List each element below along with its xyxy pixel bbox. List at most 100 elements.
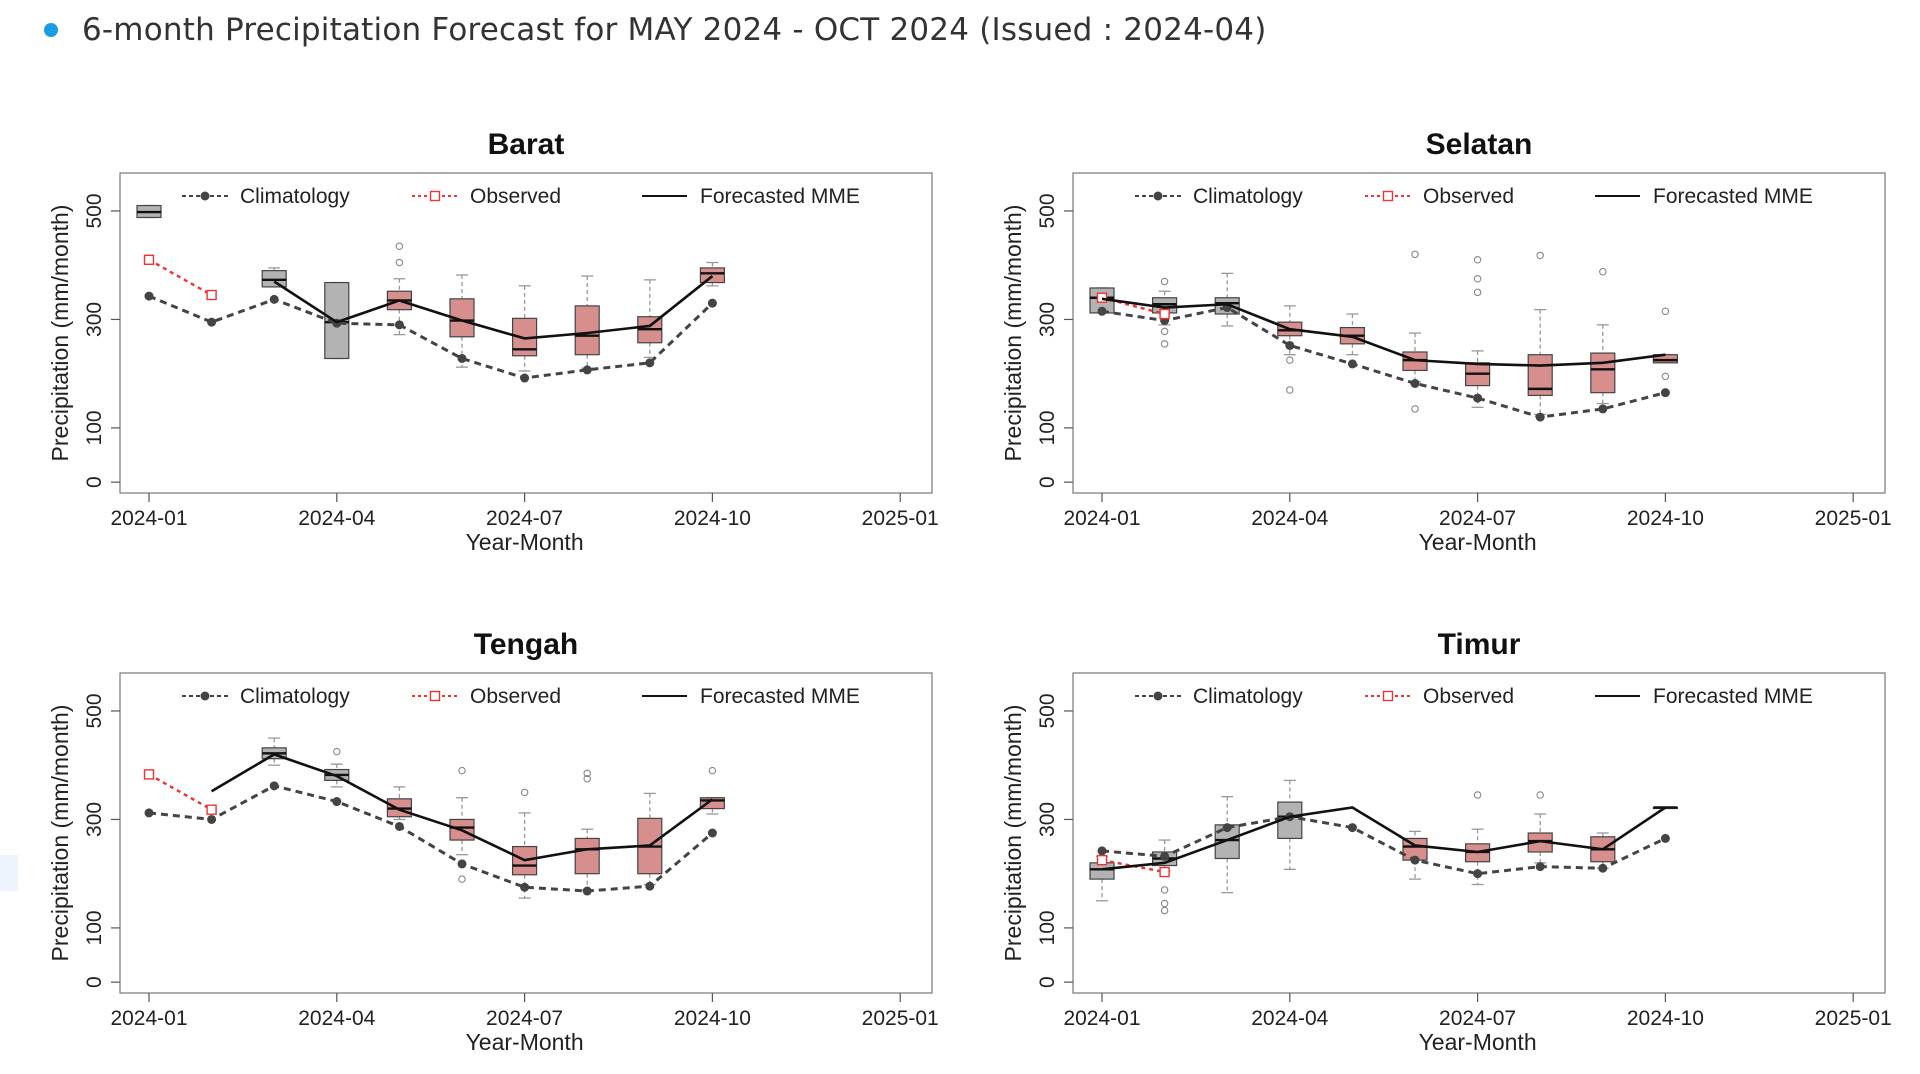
chart-title: Timur bbox=[1438, 628, 1521, 661]
climatology-point bbox=[1535, 862, 1545, 872]
box-2024-03 bbox=[261, 737, 287, 766]
observed-point bbox=[206, 804, 217, 815]
climatology-point bbox=[457, 353, 467, 363]
y-axis-label: Precipitation (mm/month) bbox=[47, 705, 73, 962]
box-2024-07 bbox=[511, 788, 538, 899]
y-axis-label: Precipitation (mm/month) bbox=[1000, 705, 1026, 962]
box-outlier bbox=[708, 766, 717, 775]
legend-observed-marker bbox=[1382, 690, 1394, 702]
box-2024-06 bbox=[1402, 250, 1428, 413]
climatology-point bbox=[1473, 869, 1483, 879]
climatology-point bbox=[1660, 388, 1670, 398]
climatology-point bbox=[520, 373, 530, 383]
observed-line bbox=[148, 773, 213, 811]
legend-climatology-label: Climatology bbox=[240, 185, 350, 208]
y-tick-label: 100 bbox=[83, 410, 106, 445]
box-2024-09 bbox=[637, 279, 663, 359]
x-tick-label: 2024-10 bbox=[674, 1007, 751, 1030]
box-2024-07 bbox=[1464, 256, 1491, 408]
box-outlier bbox=[1160, 277, 1169, 286]
legend-observed-marker bbox=[429, 190, 441, 202]
box-2024-01 bbox=[136, 204, 162, 219]
climatology-point bbox=[1160, 851, 1170, 861]
plot-frame bbox=[1072, 172, 1886, 494]
chart-title: Tengah bbox=[474, 628, 578, 661]
climatology-line bbox=[1101, 815, 1667, 876]
box-outlier bbox=[395, 258, 404, 267]
bullet-icon bbox=[44, 23, 58, 37]
x-tick-label: 2024-10 bbox=[1627, 1007, 1704, 1030]
box-outlier bbox=[1473, 256, 1482, 264]
climatology-point bbox=[269, 294, 279, 304]
observed-point bbox=[1159, 866, 1170, 878]
observed-point bbox=[143, 254, 155, 265]
box-outlier bbox=[1160, 327, 1169, 336]
forecast-mme-line bbox=[273, 275, 714, 340]
legend-observed-label: Observed bbox=[1423, 685, 1514, 708]
x-tick-label: 2024-04 bbox=[298, 507, 375, 530]
climatology-point bbox=[707, 298, 717, 308]
x-axis-label: Year-Month bbox=[1419, 1029, 1537, 1055]
legend-climatology-label: Climatology bbox=[240, 685, 350, 708]
box-body bbox=[574, 837, 600, 875]
y-tick-label: 500 bbox=[83, 193, 106, 228]
legend-climatology-marker bbox=[200, 691, 210, 701]
y-tick-label: 300 bbox=[1036, 802, 1059, 837]
box-outlier bbox=[1160, 340, 1169, 348]
legend-observed-label: Observed bbox=[1423, 185, 1514, 208]
observed-line bbox=[1101, 858, 1165, 874]
observed-line bbox=[148, 258, 213, 297]
chart-panel-selatan: Selatan 0 100 300 500 Precipitation (mm/month… bbox=[1000, 128, 1892, 555]
climatology-point bbox=[1285, 340, 1295, 350]
plot-frame bbox=[1072, 672, 1886, 994]
climatology-point bbox=[1410, 378, 1420, 388]
y-tick-label: 100 bbox=[1036, 410, 1059, 445]
climatology-point bbox=[144, 291, 154, 301]
climatology-point bbox=[1097, 306, 1107, 316]
x-axis-label: Year-Month bbox=[1419, 529, 1537, 555]
x-tick-label: 2025-01 bbox=[1815, 1007, 1892, 1030]
x-tick-label: 2024-10 bbox=[674, 507, 751, 530]
climatology-point bbox=[457, 859, 467, 869]
observed-point bbox=[143, 769, 155, 780]
legend-climatology-label: Climatology bbox=[1193, 185, 1303, 208]
climatology-point bbox=[1347, 823, 1357, 833]
x-tick-label: 2024-01 bbox=[110, 1007, 187, 1030]
climatology-point bbox=[1473, 393, 1483, 403]
box-outlier bbox=[1473, 288, 1482, 297]
y-tick-label: 300 bbox=[1036, 302, 1059, 337]
climatology-point bbox=[1097, 846, 1107, 856]
climatology-point bbox=[269, 781, 279, 791]
y-axis-label: Precipitation (mm/month) bbox=[47, 205, 73, 462]
x-tick-label: 2024-04 bbox=[298, 1007, 375, 1030]
box-outlier bbox=[395, 242, 404, 250]
box-2024-07 bbox=[511, 285, 538, 372]
climatology-line bbox=[148, 784, 714, 893]
chart-panel-tengah: Tengah 0 100 300 500 Precipitation (mm/month)… bbox=[47, 628, 939, 1055]
climatology-point bbox=[1535, 412, 1545, 422]
page-title: 6-month Precipitation Forecast for MAY 2… bbox=[82, 12, 1267, 48]
chart-title: Selatan bbox=[1426, 128, 1533, 161]
plot-frame bbox=[119, 172, 933, 494]
x-tick-label: 2024-04 bbox=[1251, 1007, 1328, 1030]
legend-climatology-marker bbox=[200, 191, 210, 201]
climatology-point bbox=[1222, 823, 1232, 833]
x-tick-label: 2024-01 bbox=[1063, 507, 1140, 530]
box-outlier bbox=[1661, 307, 1670, 316]
side-scroll-marker bbox=[0, 855, 18, 891]
box-outlier bbox=[583, 769, 591, 778]
forecast-mme-line bbox=[210, 752, 714, 862]
x-tick-label: 2024-01 bbox=[110, 507, 187, 530]
x-tick-label: 2025-01 bbox=[1815, 507, 1892, 530]
observed-point bbox=[1096, 292, 1108, 303]
climatology-point bbox=[645, 358, 655, 368]
box-body bbox=[1590, 352, 1616, 394]
chart-panel-barat: Barat 0 100 300 500 Precipitation (mm/month) 2… bbox=[47, 128, 939, 555]
y-tick-label: 0 bbox=[83, 476, 106, 488]
box-2024-08 bbox=[574, 275, 600, 369]
y-tick-label: 300 bbox=[83, 302, 106, 337]
y-tick-label: 100 bbox=[1036, 910, 1059, 945]
x-tick-label: 2024-07 bbox=[486, 1007, 563, 1030]
legend-climatology-marker bbox=[1153, 191, 1163, 201]
